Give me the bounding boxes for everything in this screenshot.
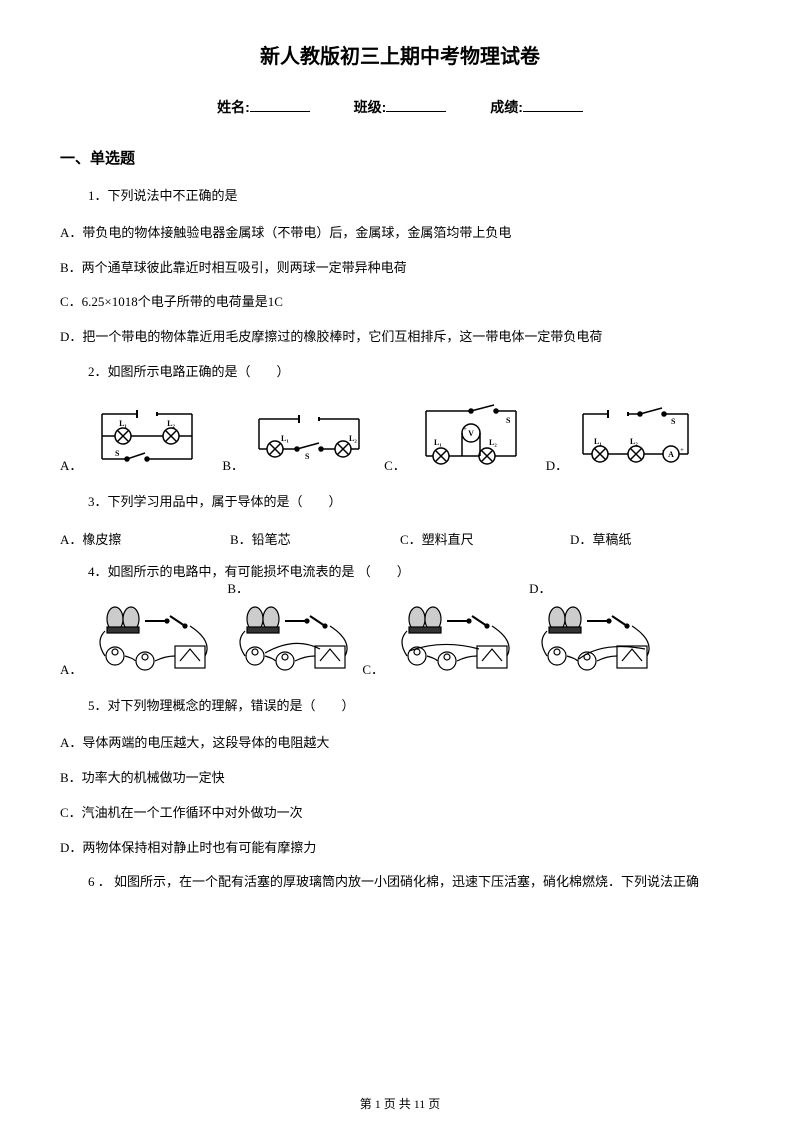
q2-label-b: B． <box>222 455 244 474</box>
svg-text:S: S <box>671 417 676 426</box>
svg-text:L₂: L₂ <box>168 419 176 428</box>
section-header: 一、单选题 <box>60 147 740 168</box>
q2-label-c: C． <box>384 455 406 474</box>
q4-label-c: C． <box>362 659 384 678</box>
score-label: 成绩: <box>490 99 523 115</box>
q1-stem: 1．下列说法中不正确的是 <box>88 186 740 207</box>
q5-opt-c: C．汽油机在一个工作循环中对外做功一次 <box>60 803 740 824</box>
ammeter-diagram-c <box>384 598 524 678</box>
ammeter-diagram-b <box>222 598 362 678</box>
circuit-diagram-b: L₁ S L₂ <box>244 399 374 474</box>
q3-options: A．橡皮擦 B．铅笔芯 C．塑料直尺 D．草稿纸 <box>60 529 740 548</box>
name-label: 姓名: <box>217 99 250 115</box>
q2-circuit-b: B． L₁ S L₂ <box>222 399 374 474</box>
q1-opt-b: B．两个通草球彼此靠近时相互吸引，则两球一定带异种电荷 <box>60 258 740 279</box>
ammeter-diagram-d <box>524 598 664 678</box>
svg-text:L₂: L₂ <box>489 438 497 447</box>
q1-opt-c: C．6.25×1018个电子所带的电荷量是1C <box>60 292 740 313</box>
svg-text:S: S <box>115 449 120 458</box>
q3-stem: 3．下列学习用品中，属于导体的是（ ） <box>88 492 740 513</box>
class-blank <box>386 111 446 112</box>
q2-circuit-a: A． L₁ L₂ S <box>60 399 212 474</box>
svg-text:S: S <box>305 452 310 461</box>
q4-label-d: D． <box>529 578 551 597</box>
exam-title: 新人教版初三上期中考物理试卷 <box>60 40 740 69</box>
q2-circuit-d: D． S A -+ L₁ L₂ <box>546 399 698 474</box>
svg-text:+: + <box>463 425 467 433</box>
q4-circuit-a: A． <box>60 598 222 678</box>
q4-label-b: B． <box>227 578 249 597</box>
footer-total: 11 <box>414 1097 426 1111</box>
footer-suffix: 页 <box>425 1097 440 1111</box>
footer-prefix: 第 <box>360 1097 375 1111</box>
circuit-diagram-a: L₁ L₂ S <box>82 399 212 474</box>
svg-text:L₁: L₁ <box>281 434 289 443</box>
svg-text:L₂: L₂ <box>349 434 357 443</box>
q5-stem: 5．对下列物理概念的理解，错误的是（ ） <box>88 696 740 717</box>
q5-opt-d: D．两物体保持相对静止时也有可能有摩擦力 <box>60 838 740 859</box>
page-footer: 第 1 页 共 11 页 <box>0 1095 800 1112</box>
score-blank <box>523 111 583 112</box>
q4-circuits: A． B． <box>60 598 740 678</box>
q4-stem: 4．如图所示的电路中，有可能损坏电流表的是 （ ） <box>88 562 740 583</box>
footer-mid: 页 共 <box>381 1097 414 1111</box>
q4-circuit-c: C． <box>362 598 524 678</box>
svg-text:L₁: L₁ <box>434 438 442 447</box>
q1-opt-a: A．带负电的物体接触验电器金属球（不带电）后，金属球，金属箔均带上负电 <box>60 223 740 244</box>
svg-text:S: S <box>506 416 511 425</box>
q2-stem: 2．如图所示电路正确的是（ ） <box>88 362 740 383</box>
svg-text:A: A <box>668 450 674 459</box>
q5-opt-a: A．导体两端的电压越大，这段导体的电阻越大 <box>60 733 740 754</box>
q1-opt-d: D．把一个带电的物体靠近用毛皮摩擦过的橡胶棒时，它们互相排斥，这一带电体一定带负… <box>60 327 740 348</box>
q2-label-d: D． <box>546 455 568 474</box>
circuit-diagram-d: S A -+ L₁ L₂ <box>568 399 698 474</box>
student-info-row: 姓名: 班级: 成绩: <box>60 97 740 117</box>
q5-opt-b: B．功率大的机械做功一定快 <box>60 768 740 789</box>
q3-opt-b: B．铅笔芯 <box>230 529 400 548</box>
q3-opt-a: A．橡皮擦 <box>60 529 230 548</box>
svg-text:L₂: L₂ <box>630 437 638 446</box>
q3-opt-d: D．草稿纸 <box>570 529 740 548</box>
ammeter-diagram-a <box>82 598 222 678</box>
svg-text:L₁: L₁ <box>120 419 128 428</box>
q6-stem: 6 ． 如图所示，在一个配有活塞的厚玻璃筒内放一小团硝化棉，迅速下压活塞，硝化棉… <box>88 872 740 893</box>
svg-text:L₁: L₁ <box>594 437 602 446</box>
q2-circuit-c: C． S V + L₁ L₂ <box>384 399 536 474</box>
svg-text:+: + <box>680 446 684 454</box>
name-blank <box>250 111 310 112</box>
class-label: 班级: <box>354 99 387 115</box>
circuit-diagram-c: S V + L₁ L₂ <box>406 399 536 474</box>
q3-opt-c: C．塑料直尺 <box>400 529 570 548</box>
svg-text:V: V <box>468 429 474 438</box>
q2-circuits: A． L₁ L₂ S B． <box>60 399 740 474</box>
q4-label-a: A． <box>60 659 82 678</box>
q2-label-a: A． <box>60 455 82 474</box>
